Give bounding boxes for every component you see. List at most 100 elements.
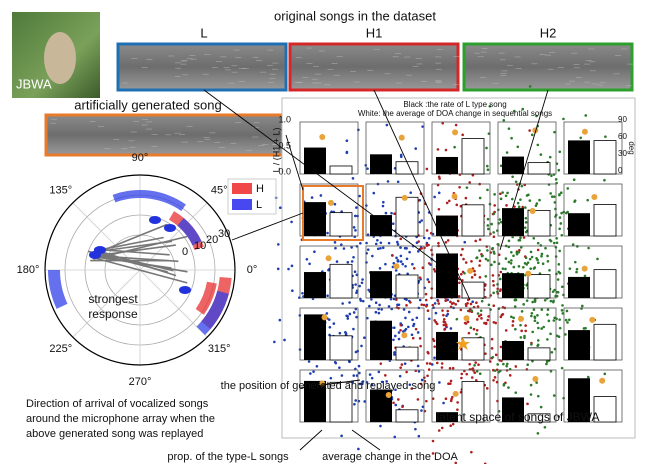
scatter-dot: [499, 192, 502, 195]
subplot-dot: [402, 195, 408, 201]
scatter-dot: [382, 201, 385, 204]
scatter-dot: [558, 194, 561, 197]
scatter-dot: [526, 299, 529, 302]
scatter-dot: [399, 246, 402, 249]
scatter-dot: [511, 324, 514, 327]
scatter-dot: [432, 440, 435, 443]
scatter-dot: [283, 339, 286, 342]
scatter-dot: [562, 294, 565, 297]
scatter-dot: [558, 263, 561, 266]
scatter-dot: [343, 247, 346, 250]
scatter-dot: [491, 338, 494, 341]
scatter-dot: [481, 300, 484, 303]
scatter-dot: [478, 249, 481, 252]
scatter-dot: [465, 373, 468, 376]
scatter-dot: [404, 362, 407, 365]
scatter-dot: [377, 247, 380, 250]
scatter-dot: [311, 196, 314, 199]
subplot-bar-white: [594, 204, 616, 236]
scatter-dot: [479, 197, 482, 200]
scatter-dot: [596, 258, 599, 261]
polar-angle-label: 90°: [132, 152, 149, 164]
scatter-dot: [367, 289, 370, 292]
scatter-dot: [573, 178, 576, 181]
scatter-dot: [399, 375, 402, 378]
scatter-dot: [530, 393, 533, 396]
scatter-dot: [363, 400, 366, 403]
scatter-dot: [450, 327, 453, 330]
scatter-dot: [428, 281, 431, 284]
scatter-dot: [426, 243, 429, 246]
scatter-dot: [536, 314, 539, 317]
polar-node: [94, 246, 106, 254]
scatter-dot: [350, 246, 353, 249]
scatter-dot: [523, 236, 526, 239]
scatter-dot: [537, 432, 540, 435]
scatter-dot: [510, 259, 513, 262]
scatter-dot: [362, 300, 365, 303]
scatter-dot: [399, 238, 402, 241]
scatter-dot: [486, 387, 489, 390]
scatter-dot: [531, 134, 534, 137]
subplot-bar-white: [528, 348, 550, 360]
scatter-dot: [532, 237, 535, 240]
scatter-dot: [534, 266, 537, 269]
scatter-dot: [445, 149, 448, 152]
scatter-dot: [355, 316, 358, 319]
scatter-dot: [452, 367, 455, 370]
scatter-dot: [461, 134, 464, 137]
scatter-dot: [279, 206, 282, 209]
subplot-bar-white: [330, 264, 352, 298]
scatter-dot: [553, 131, 556, 134]
scatter-dot: [548, 269, 551, 272]
scatter-dot: [549, 333, 552, 336]
scatter-dot: [534, 319, 537, 322]
scatter-dot: [400, 255, 403, 258]
subplot-bar-white: [462, 139, 484, 174]
scatter-dot: [521, 310, 524, 313]
scatter-dot: [437, 300, 440, 303]
scatter-dot: [428, 237, 431, 240]
scatter-dot: [486, 189, 489, 192]
scatter-dot: [520, 330, 523, 333]
scatter-dot: [455, 204, 458, 207]
scatter-dot: [425, 299, 428, 302]
scatter-dot: [502, 267, 505, 270]
scatter-dot: [358, 285, 361, 288]
scatter-dot: [473, 270, 476, 273]
scatter-dot: [349, 313, 352, 316]
scatter-dot: [572, 243, 575, 246]
subplot-bar-white: [330, 336, 352, 360]
scatter-dot: [507, 386, 510, 389]
y2-tick-label: 30: [618, 149, 627, 158]
scatter-dot: [442, 320, 445, 323]
scatter-dot: [291, 289, 294, 292]
scatter-dot: [538, 199, 541, 202]
scatter-dot: [426, 229, 429, 232]
scatter-dot: [379, 425, 382, 428]
scatter-dot: [413, 267, 416, 270]
scatter-dot: [341, 302, 344, 305]
scatter-dot: [435, 312, 438, 315]
scatter-dot: [524, 217, 527, 220]
scatter-dot: [366, 167, 369, 170]
scatter-dot: [562, 118, 565, 121]
scatter-dot: [537, 242, 540, 245]
scatter-dot: [306, 258, 309, 261]
scatter-dot: [509, 374, 512, 377]
subplot-dot: [453, 391, 459, 397]
scatter-dot: [455, 124, 458, 127]
scatter-dot: [477, 363, 480, 366]
scatter-dot: [499, 278, 502, 281]
scatter-dot: [427, 352, 430, 355]
scatter-dot: [531, 256, 534, 259]
scatter-dot: [354, 399, 357, 402]
scatter-dot: [549, 192, 552, 195]
scatter-dot: [470, 451, 473, 454]
scatter-dot: [540, 406, 543, 409]
scatter-dot: [531, 331, 534, 334]
y2-tick-label: 0: [618, 166, 623, 175]
polar-radial-label: 30: [218, 228, 230, 240]
scatter-dot: [505, 257, 508, 260]
scatter-dot: [354, 270, 357, 273]
